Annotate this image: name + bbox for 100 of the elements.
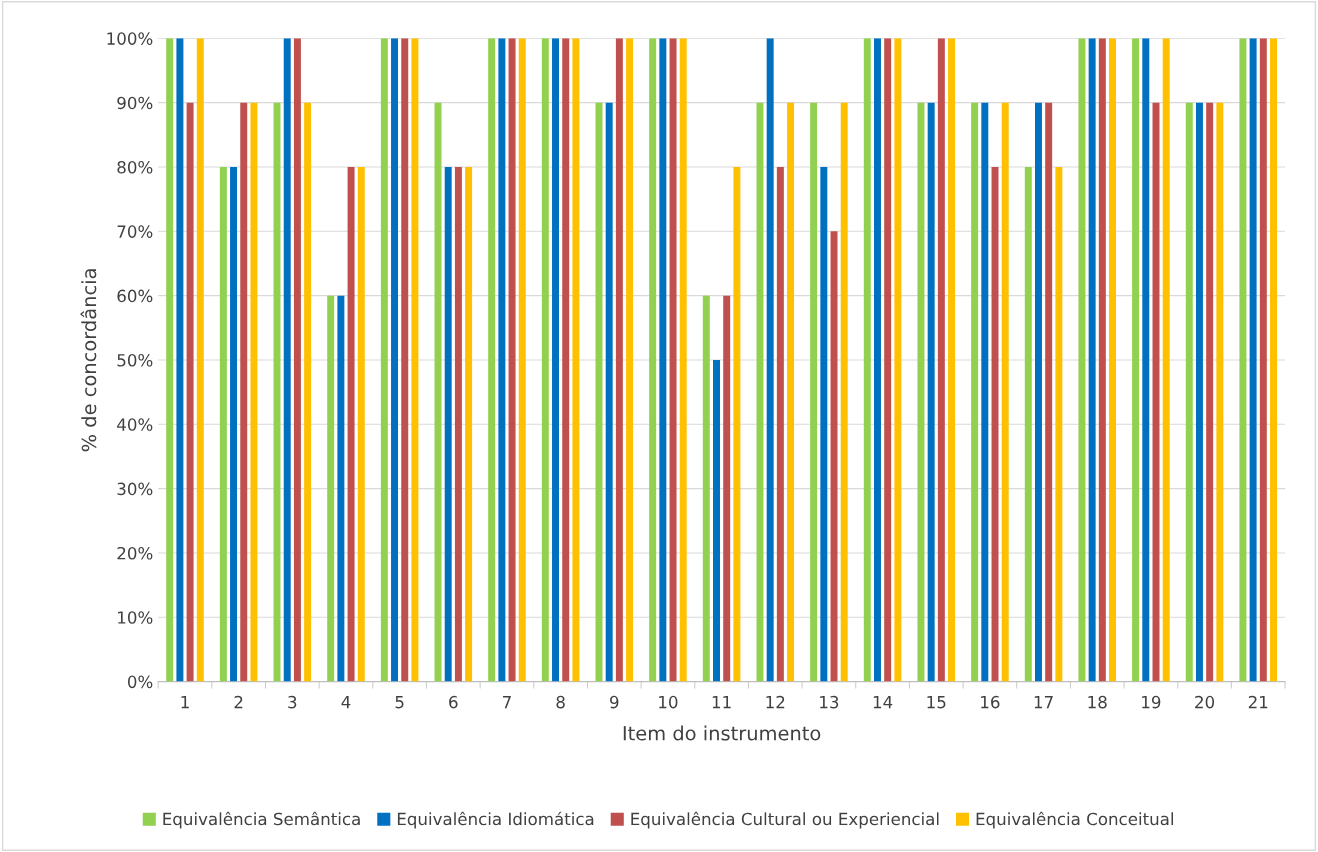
bar [830,231,838,682]
bar [337,295,345,682]
bar [713,359,720,682]
y-tick-label: 90% [117,96,153,110]
bar [1142,38,1150,682]
bar [293,38,301,682]
bar [659,38,667,682]
bar [1088,38,1096,682]
bar [380,38,388,682]
y-tick-label: 10% [118,611,153,624]
bar [444,166,452,682]
bar [679,38,687,682]
bar [1055,166,1063,682]
bar [1098,38,1106,682]
bar [347,166,355,682]
x-tick-label: 8 [556,695,565,709]
bar [541,38,549,682]
bar [327,295,335,682]
bar [391,38,399,682]
bar [1001,102,1009,682]
bar [1195,102,1203,682]
x-tick-label: 12 [766,695,785,709]
bar [166,38,174,682]
y-tick-label: 20% [117,546,153,560]
bar [1132,38,1140,682]
bar [948,38,956,682]
bar [874,38,881,682]
bar [820,166,828,682]
y-axis-title: % de concordância [80,269,97,452]
bar [401,38,409,682]
bar [240,102,248,682]
bar [1109,38,1117,682]
bar [1045,102,1053,682]
x-tick-label: 6 [449,695,458,709]
bar [981,102,989,682]
bar [1259,38,1267,682]
x-tick-label: 17 [1034,696,1053,709]
bar [702,295,710,682]
bar [250,102,258,682]
bar [1078,38,1086,682]
bar [1206,102,1214,682]
x-tick-label: 5 [395,696,404,709]
y-tick-label: 30% [117,482,153,496]
bar [1162,38,1170,682]
bar [1239,38,1247,682]
x-tick-label: 4 [341,696,351,709]
bar [649,38,657,682]
bar [894,38,902,682]
y-tick-label: 100% [107,32,153,45]
bar [937,38,945,682]
bar [776,166,784,682]
bar [273,102,281,682]
y-tick-label: 60% [117,289,153,303]
legend-label: Equivalência Cultural ou Experiencial [631,811,939,829]
bar [465,166,473,682]
x-tick-label: 10 [659,695,678,709]
bar [357,166,365,682]
y-tick-label: 70% [117,225,153,238]
bar [508,38,516,682]
bar [498,38,506,682]
x-tick-label: 7 [503,696,511,709]
bar [917,102,925,682]
x-tick-label: 13 [820,695,839,709]
bar [884,38,892,682]
x-tick-label: 14 [873,696,893,709]
bar [669,38,677,682]
bar [626,38,634,682]
y-tick-label: 80% [117,160,153,174]
y-tick-label: 50% [117,353,153,367]
bar [304,102,312,682]
legend-label: Equivalência Idiomática [397,811,594,829]
bar [766,38,774,682]
bar [186,102,194,682]
bar [454,166,462,682]
bar [723,295,731,682]
bar [176,38,184,682]
bar [572,38,580,682]
bar [1024,166,1032,682]
bar [411,38,419,682]
bar [615,38,623,682]
bar [810,102,818,682]
bar [971,102,979,682]
bar [230,166,238,682]
bar [196,38,204,682]
x-tick-label: 20 [1195,695,1215,709]
x-axis-title: Item do instrumento [623,725,821,741]
bar [863,38,871,682]
legend-label: Equivalência Semântica [163,811,360,829]
x-tick-label: 3 [288,695,297,709]
x-tick-label: 16 [981,695,1000,709]
bar [1249,38,1257,682]
y-tick-label: 0% [127,675,153,689]
x-tick-label: 9 [610,695,619,709]
bar [840,102,848,682]
bar [219,166,227,682]
bar [927,102,935,682]
x-tick-label: 1 [181,696,189,709]
y-tick-label: 40% [117,418,153,431]
bar [1185,102,1193,682]
bar [1216,102,1224,682]
